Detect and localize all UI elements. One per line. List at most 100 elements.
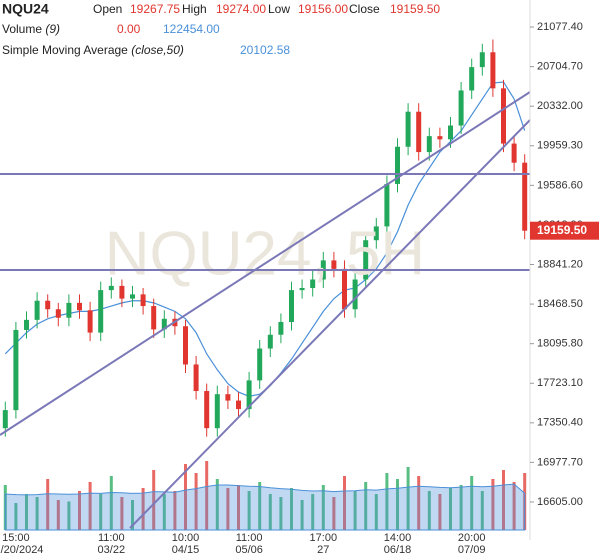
candle-body	[140, 294, 146, 307]
candle-body	[267, 334, 273, 349]
y-tick-label: 20704.70	[537, 61, 583, 73]
volume-bar	[247, 491, 251, 530]
volume-bar	[120, 497, 124, 530]
candle-body	[469, 67, 475, 91]
candle-body	[363, 240, 369, 280]
candle-body	[108, 285, 114, 291]
volume-ma-area	[4, 483, 526, 531]
volume-bar	[491, 479, 495, 530]
candle-body	[384, 183, 390, 227]
candle-body	[416, 111, 422, 153]
candle-body	[405, 111, 411, 147]
volume-bar	[184, 464, 187, 530]
volume-bar	[131, 500, 134, 530]
candle-body	[34, 300, 40, 320]
candle-body	[130, 294, 135, 299]
x-tick-date: 02/20/2024	[0, 544, 43, 556]
candle-body	[77, 302, 82, 311]
field-value: 19267.75	[130, 2, 180, 16]
candle-body	[395, 146, 400, 184]
volume-bar	[67, 501, 71, 530]
volume-bar	[258, 482, 262, 530]
volume-bar	[374, 494, 378, 530]
candle-body	[278, 321, 284, 335]
candle-body	[352, 279, 358, 310]
candle-body	[66, 302, 72, 318]
volume-bar	[512, 482, 516, 530]
volume-bar	[449, 488, 452, 530]
sma-name: Simple Moving Average	[2, 43, 128, 57]
volume-bar	[406, 467, 410, 530]
volume-bar	[353, 491, 357, 530]
plot-area	[2, 39, 528, 531]
volume-bar	[99, 494, 103, 530]
volume-legend: Volume (9)	[2, 22, 60, 36]
x-tick-time: 11:00	[236, 532, 263, 544]
field-value: 19274.00	[216, 2, 266, 16]
candle-body	[236, 400, 241, 410]
candle-body	[98, 290, 104, 333]
sma-value: 20102.58	[240, 43, 290, 57]
x-tick-time: 10:00	[172, 532, 200, 544]
candle-body	[183, 326, 188, 365]
volume-bar	[364, 482, 368, 530]
x-tick-date: 05/06	[235, 544, 263, 556]
candle-body	[448, 125, 453, 140]
volume-bar	[470, 476, 474, 530]
x-tick-date: 07/09	[458, 544, 486, 556]
y-tick-label: 18468.50	[537, 298, 583, 310]
volume-bar	[25, 494, 28, 530]
candle-body	[511, 143, 517, 163]
field-value: 19156.00	[298, 2, 348, 16]
volume-bar	[268, 494, 272, 530]
volume-bar	[321, 485, 325, 530]
volume-bar	[427, 491, 431, 530]
candle-body	[13, 329, 19, 411]
volume-bar	[46, 479, 50, 530]
volume-bar	[343, 476, 346, 530]
volume-bar	[56, 500, 60, 530]
y-tick-label: 20332.00	[537, 100, 583, 112]
volume-bar	[173, 491, 177, 530]
x-tick-time: 11:00	[98, 532, 125, 544]
volume-bar	[237, 485, 240, 530]
x-tick-time: 20:00	[458, 532, 486, 544]
candle-body	[299, 288, 305, 291]
y-tick-label: 16605.00	[537, 496, 583, 508]
candle-body	[373, 226, 379, 241]
volume-bar	[332, 497, 336, 530]
candle-body	[501, 88, 506, 144]
volume-bar	[14, 503, 18, 530]
volume-bar	[290, 488, 293, 530]
volume-bar	[226, 488, 230, 530]
y-tick-label: 21077.40	[537, 21, 583, 33]
candle-body	[45, 300, 51, 310]
y-tick-label: 18841.20	[537, 258, 583, 270]
candle-body	[257, 348, 263, 381]
candle-body	[458, 90, 464, 126]
volume-bar	[396, 479, 399, 530]
volume-bar	[109, 476, 113, 530]
last-price-label: 19159.50	[537, 223, 587, 237]
volume-bar	[300, 500, 304, 530]
volume-bar	[194, 473, 198, 530]
x-tick-time: 14:00	[384, 532, 412, 544]
x-tick-date: 06/18	[384, 544, 412, 556]
candle-body	[214, 394, 220, 429]
candle-body	[119, 285, 125, 299]
x-tick-date: 04/15	[172, 544, 200, 556]
volume-bar	[459, 485, 463, 530]
trend-line	[129, 119, 531, 529]
candle-body	[426, 136, 432, 153]
y-tick-label: 18095.80	[537, 338, 583, 350]
volume-bar	[385, 473, 389, 530]
volume-bar	[35, 497, 39, 530]
volume-bar	[480, 491, 484, 530]
candle-body	[24, 319, 29, 330]
candle-body	[204, 391, 210, 429]
sma-param: (close,50)	[131, 43, 184, 57]
volume-name: Volume	[2, 22, 42, 36]
x-tick-time: 15:00	[2, 532, 30, 544]
trend-line	[0, 91, 531, 436]
